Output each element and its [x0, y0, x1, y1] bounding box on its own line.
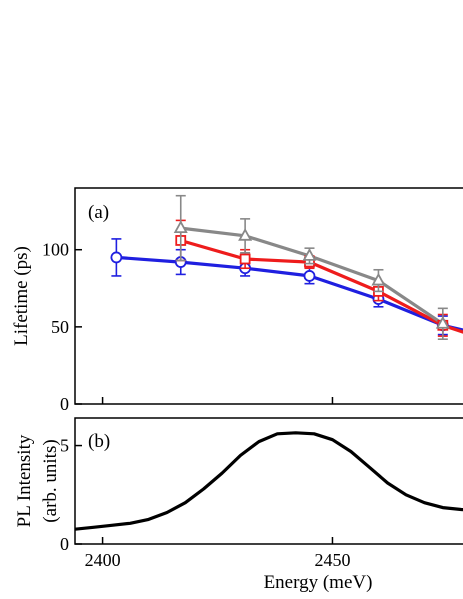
- panel-a-ticks: 0 50 100: [42, 240, 334, 414]
- panel-a-tag: (a): [88, 202, 109, 223]
- y-tick-label: 100: [42, 240, 69, 260]
- y-tick-label: 0: [60, 534, 69, 554]
- data-point-triangle: [435, 315, 450, 329]
- y-tick-label: 5: [60, 436, 69, 456]
- x-tick-label: 2450: [314, 550, 350, 570]
- data-point-circle: [303, 270, 316, 282]
- x-axis-title: Energy (meV): [264, 572, 373, 593]
- series-line: [116, 255, 463, 332]
- data-point-triangle: [302, 248, 317, 261]
- panel-b-ylabel-line1: PL Intensity: [14, 434, 35, 527]
- panel-b-frame: [74, 417, 463, 545]
- data-point-triangle: [238, 227, 253, 241]
- y-tick-label: 50: [51, 317, 69, 337]
- data-point-circle: [110, 251, 123, 264]
- data-point-triangle: [371, 272, 386, 286]
- panel-a-frame: [74, 187, 463, 405]
- data-point-square: [239, 253, 251, 265]
- panel-b-data: [75, 431, 463, 531]
- panel-b-ylabel-line2: (arb. units): [40, 439, 61, 522]
- panel-a-data: [110, 194, 463, 341]
- panel-b-tag: (b): [88, 431, 110, 452]
- y-tick-label: 0: [60, 394, 69, 414]
- panel-a: 0 50 100 (a) Lifetime (ps): [11, 187, 463, 414]
- series-line: [180, 238, 463, 334]
- panel-a-ylabel: Lifetime (ps): [11, 246, 32, 346]
- pl-spectrum-line: [75, 431, 463, 531]
- panel-b: 0 5 2400 2450 (b) PL Intensity (arb. units)…: [14, 417, 463, 593]
- panel-b-ticks: 0 5 2400 2450: [60, 436, 350, 570]
- x-tick-label: 2400: [85, 550, 121, 570]
- data-point-triangle: [173, 220, 188, 234]
